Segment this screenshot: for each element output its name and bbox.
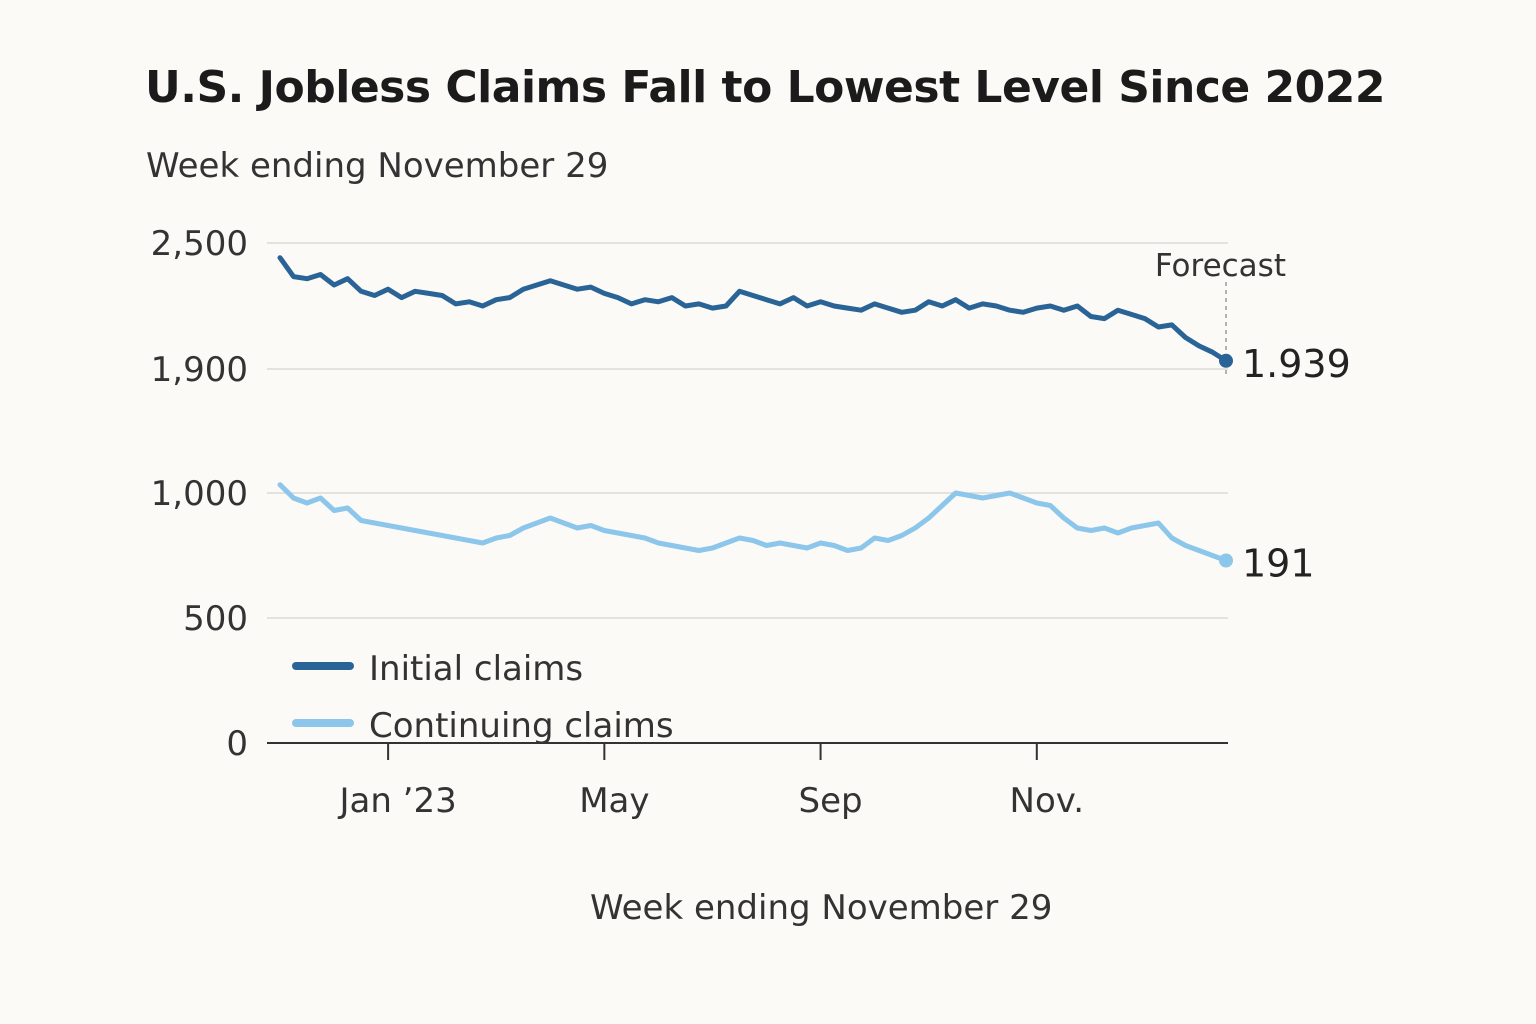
end-value-label-continuing-claims: 191 (1242, 542, 1315, 586)
x-tick-label: Nov. (1010, 781, 1085, 821)
y-tick-label: 2,500 (151, 224, 248, 264)
x-tick-label: Sep (799, 781, 863, 821)
x-tick-label: May (579, 781, 649, 821)
x-axis-ticks: Jan ’23 May Sep Nov. (337, 743, 1084, 821)
forecast-label: Forecast (1155, 248, 1286, 284)
legend-label-initial-claims: Initial claims (369, 649, 583, 689)
y-tick-label: 0 (226, 724, 248, 764)
gridlines (267, 242, 1228, 619)
x-tick-label: Jan ’23 (337, 781, 456, 821)
x-axis-title: Week ending November 29 (590, 888, 1053, 928)
end-point-continuing-claims (1219, 553, 1233, 568)
end-point-initial-claims (1219, 353, 1233, 368)
legend: Initial claims Continuing claims (292, 649, 674, 746)
y-tick-label: 500 (183, 599, 248, 639)
series-line-continuing-claims (277, 482, 1229, 563)
y-axis-tick-labels: 0 500 1,000 1,900 2,500 (151, 224, 248, 764)
series-lines: 1.939 191 (277, 255, 1351, 586)
chart-subtitle: Week ending November 29 (146, 146, 609, 186)
end-value-label-initial-claims: 1.939 (1242, 342, 1351, 386)
forecast-annotation: Forecast (1155, 248, 1286, 378)
legend-label-continuing-claims: Continuing claims (369, 706, 674, 746)
series-line-initial-claims (277, 255, 1229, 364)
chart-title: U.S. Jobless Claims Fall to Lowest Level… (145, 62, 1386, 113)
y-tick-label: 1,900 (151, 350, 248, 390)
y-tick-label: 1,000 (151, 474, 248, 514)
